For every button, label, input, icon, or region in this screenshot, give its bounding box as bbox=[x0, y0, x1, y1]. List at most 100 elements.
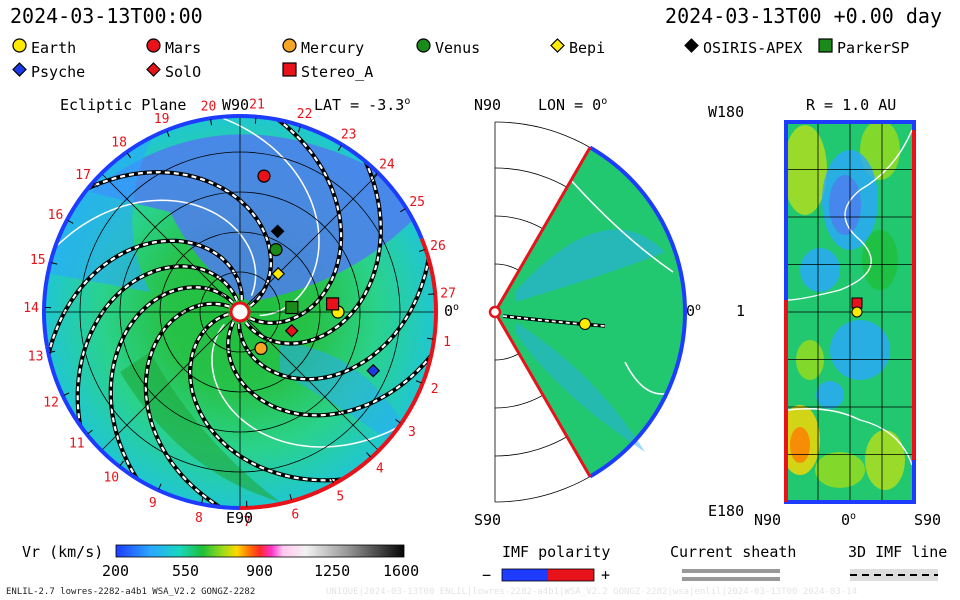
carrington-tick bbox=[51, 262, 58, 265]
rmap-sheath-2 bbox=[787, 408, 913, 466]
carrington-label: 2 bbox=[431, 382, 439, 397]
legend-item-mercury: Mercury bbox=[282, 38, 364, 57]
rmap-vr-blob bbox=[862, 230, 898, 290]
carrington-label: 15 bbox=[30, 253, 46, 268]
carrington-tick bbox=[49, 350, 56, 354]
carrington-label: 19 bbox=[154, 112, 170, 127]
rmap-vr-blob bbox=[830, 320, 890, 380]
carrington-label: 21 bbox=[249, 98, 265, 113]
carrington-tick bbox=[158, 483, 162, 490]
colorbar-tick-200: 200 bbox=[102, 562, 130, 580]
legend-label: Stereo_A bbox=[301, 62, 374, 81]
meridional-panel bbox=[488, 121, 687, 503]
carrington-label: 26 bbox=[430, 239, 446, 254]
ecliptic-body-mars bbox=[257, 169, 271, 183]
carrington-label: 7 bbox=[243, 515, 251, 530]
carrington-tick bbox=[201, 497, 204, 504]
carrington-label: 13 bbox=[28, 350, 44, 365]
imf-polarity-bar bbox=[501, 568, 595, 582]
meridional-top-label: N90 bbox=[474, 96, 502, 114]
rmap-axis-s90: S90 bbox=[914, 511, 942, 529]
legend-label: Mars bbox=[165, 38, 202, 57]
rim-positive bbox=[239, 237, 438, 510]
rmap-axis-n90: N90 bbox=[754, 511, 782, 529]
meridional-rim bbox=[588, 145, 687, 479]
legend-item-bepi: Bepi bbox=[550, 38, 605, 57]
carrington-label: 10 bbox=[103, 471, 119, 486]
ecliptic-body-osiris-apex bbox=[270, 224, 285, 239]
legend-item-earth: Earth bbox=[12, 38, 76, 57]
imf-line-swatch bbox=[850, 569, 938, 581]
carrington-tick bbox=[119, 460, 125, 466]
meridional-right-label: 0o bbox=[686, 302, 702, 320]
legend-label: Mercury bbox=[301, 38, 365, 57]
carrington-label: 27 bbox=[440, 287, 456, 302]
meridional-edge-bottom bbox=[493, 311, 592, 478]
imf-line-dash bbox=[109, 286, 234, 507]
imf-line-dash bbox=[45, 171, 272, 307]
carrington-tick bbox=[395, 419, 401, 424]
carrington-label: 9 bbox=[149, 496, 157, 511]
carrington-tick bbox=[126, 152, 132, 159]
carrington-label: 3 bbox=[408, 425, 416, 440]
footer-left: ENLIL-2.7 lowres-2282-a4b1 WSA_V2.2 GONG… bbox=[6, 587, 256, 597]
meridional-earth-marker bbox=[579, 318, 591, 330]
carrington-tick bbox=[415, 380, 422, 384]
legend-label: Bepi bbox=[569, 38, 606, 57]
rmap-vr-blob bbox=[800, 248, 840, 292]
imf-line-dash bbox=[144, 302, 293, 507]
carrington-tick bbox=[330, 477, 334, 484]
carrington-label: 22 bbox=[297, 107, 313, 122]
carrington-label: 24 bbox=[379, 157, 395, 172]
meridional-imf-dash bbox=[502, 315, 606, 327]
legend-marker-circle-icon bbox=[416, 38, 431, 57]
carrington-tick bbox=[63, 392, 70, 396]
legend-label: Venus bbox=[435, 38, 481, 57]
lon-label: LON = 0o bbox=[538, 96, 608, 114]
legend-marker-circle-icon bbox=[12, 38, 27, 57]
ecliptic-body-psyche bbox=[366, 363, 381, 378]
legend-marker-square-icon bbox=[818, 38, 833, 57]
cyan-region-2 bbox=[280, 342, 420, 462]
carrington-label: 6 bbox=[291, 508, 299, 523]
ecliptic-body-bepi bbox=[271, 266, 286, 281]
legend-marker-diamond-icon bbox=[550, 38, 565, 57]
carrington-label: 17 bbox=[75, 168, 91, 183]
rmap-bottom-left: E180 bbox=[708, 502, 745, 520]
lat-label: LAT = -3.3o bbox=[314, 96, 411, 114]
legend-item-solo: SolO bbox=[146, 62, 201, 81]
legend-label: Psyche bbox=[31, 62, 86, 81]
carrington-label: 5 bbox=[336, 489, 344, 504]
rmap-vr-blob bbox=[786, 125, 827, 215]
ecliptic-body-parkersp bbox=[285, 300, 299, 315]
carrington-label: 20 bbox=[201, 99, 217, 114]
meridional-cyan bbox=[515, 229, 665, 302]
rmap-vr-blob bbox=[796, 340, 824, 380]
imf-title: IMF polarity bbox=[502, 543, 611, 561]
legend-marker-diamond-icon bbox=[684, 38, 699, 57]
carrington-tick bbox=[428, 293, 435, 295]
legend-label: Earth bbox=[31, 38, 77, 57]
carrington-tick bbox=[297, 126, 301, 133]
meridional-cyan-2 bbox=[515, 322, 645, 452]
meridional-bottom-label: S90 bbox=[474, 511, 502, 529]
meridional-sun bbox=[488, 305, 502, 319]
rmap-axis-0: 0o bbox=[841, 511, 857, 529]
footer-right: UNIQUE|2024-03-13T00 ENLIL|lowres-2282-a… bbox=[326, 587, 858, 597]
sheath-title: Current sheath bbox=[670, 543, 797, 561]
legend-marker-circle-icon bbox=[146, 38, 161, 57]
imf-line-dash bbox=[45, 239, 243, 432]
legend-marker-circle-icon bbox=[282, 38, 297, 57]
carrington-tick bbox=[427, 337, 434, 340]
legend-marker-diamond-icon bbox=[146, 62, 161, 81]
ecliptic-right-label: 0o bbox=[444, 302, 460, 320]
rmap-vr-blob bbox=[816, 381, 844, 409]
rmap-mid-left: 1 bbox=[736, 302, 746, 320]
rim-negative-2 bbox=[45, 345, 241, 510]
ecliptic-top-label: W90 bbox=[222, 96, 250, 114]
carrington-label: 18 bbox=[111, 136, 127, 151]
r-map-panel bbox=[784, 120, 916, 504]
carrington-label: 14 bbox=[23, 301, 39, 316]
carrington-tick bbox=[418, 249, 425, 252]
